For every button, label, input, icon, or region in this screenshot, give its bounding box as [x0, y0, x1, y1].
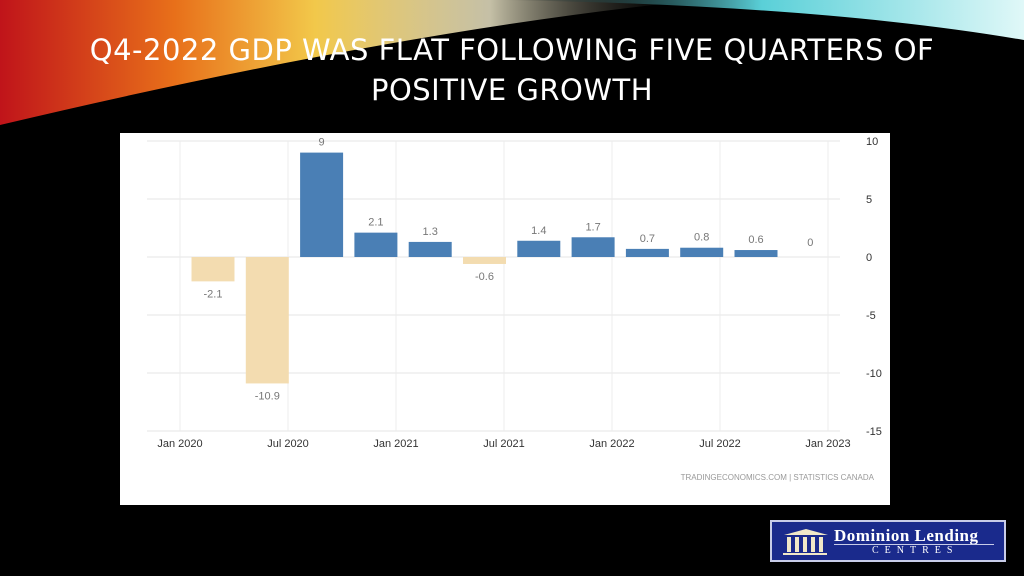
bar-q3-2022	[734, 250, 778, 257]
data-label: -2.1	[204, 288, 223, 300]
data-label: 0.6	[748, 234, 763, 246]
data-label: -0.6	[475, 271, 494, 283]
bar-q1-2021	[408, 241, 452, 257]
x-tick-label: Jan 2023	[805, 438, 850, 450]
x-tick-label: Jul 2020	[267, 438, 309, 450]
data-label: 0.8	[694, 232, 709, 244]
y-tick-label: 5	[866, 194, 872, 206]
bar-q1-2020	[191, 257, 235, 282]
data-label: -10.9	[255, 390, 280, 402]
title-line-1: Q4-2022 GDP WAS FLAT FOLLOWING FIVE QUAR…	[89, 33, 935, 67]
y-tick-label: -15	[866, 426, 882, 438]
bar-q4-2021	[571, 237, 615, 257]
bar-q1-2022	[625, 248, 669, 257]
bar-q2-2020	[245, 257, 289, 384]
x-tick-label: Jul 2022	[699, 438, 741, 450]
logo-sub: CENTRES	[872, 545, 959, 556]
y-tick-label: -5	[866, 310, 876, 322]
logo-divider	[834, 544, 994, 545]
bar-q3-2021	[517, 240, 561, 257]
bar-q4-2020	[354, 232, 398, 257]
bar-q3-2020	[300, 152, 344, 257]
bar-q2-2021	[463, 257, 506, 264]
logo-name: Dominion Lending	[834, 526, 979, 545]
y-tick-label: 10	[866, 136, 878, 148]
data-label: 0.7	[640, 233, 655, 245]
decorative-swoosh	[0, 0, 1024, 125]
pillars-icon	[783, 529, 828, 555]
data-label: 2.1	[368, 217, 383, 229]
x-tick-label: Jan 2022	[589, 438, 634, 450]
x-tick-label: Jul 2021	[483, 438, 525, 450]
bar-q2-2022	[680, 247, 724, 257]
y-tick-label: 0	[866, 252, 872, 264]
data-label: 0	[807, 237, 813, 249]
title-line-2: POSITIVE GROWTH	[370, 73, 654, 107]
x-tick-label: Jan 2020	[157, 438, 202, 450]
data-label: 1.4	[531, 225, 546, 237]
y-tick-label: -10	[866, 368, 882, 380]
x-tick-label: Jan 2021	[373, 438, 418, 450]
data-label: 1.7	[585, 221, 600, 233]
dominion-lending-logo: Dominion Lending CENTRES	[770, 520, 1006, 562]
data-label: 9	[319, 137, 325, 149]
source-label: TRADINGECONOMICS.COM | STATISTICS CANADA	[681, 473, 875, 482]
slide-title: Q4-2022 GDP WAS FLAT FOLLOWING FIVE QUAR…	[0, 30, 1024, 110]
data-label: 1.3	[423, 226, 438, 238]
